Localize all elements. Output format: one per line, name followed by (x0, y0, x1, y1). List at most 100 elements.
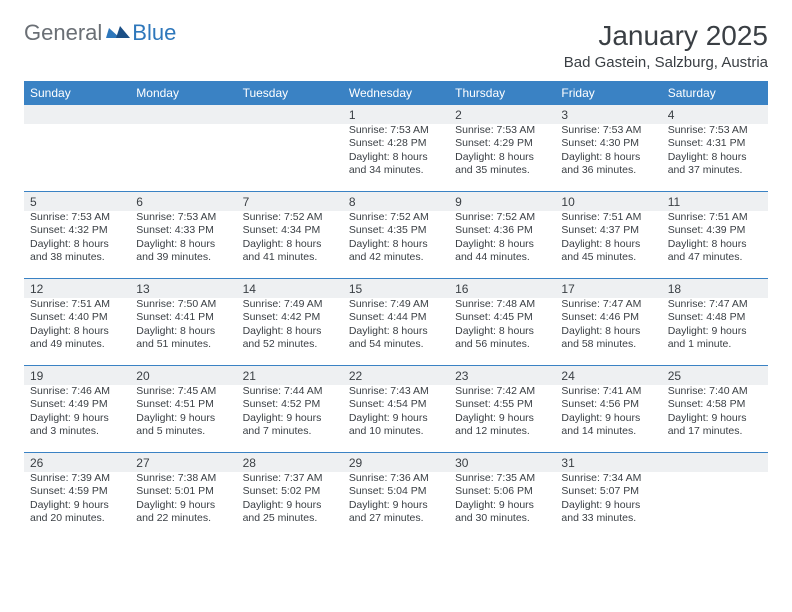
day-number (237, 105, 343, 124)
calendar-day-cell: 12Sunrise: 7:51 AMSunset: 4:40 PMDayligh… (24, 279, 130, 366)
month-title: January 2025 (564, 20, 768, 52)
calendar-day-cell: 7Sunrise: 7:52 AMSunset: 4:34 PMDaylight… (237, 192, 343, 279)
calendar-day-cell: 3Sunrise: 7:53 AMSunset: 4:30 PMDaylight… (555, 105, 661, 192)
day-number: 7 (237, 192, 343, 211)
day-details: Sunrise: 7:47 AMSunset: 4:46 PMDaylight:… (555, 298, 661, 356)
sunset-text: Sunset: 4:34 PM (243, 224, 337, 237)
daylight-text: Daylight: 9 hours and 10 minutes. (349, 412, 443, 439)
calendar-day-cell: 25Sunrise: 7:40 AMSunset: 4:58 PMDayligh… (662, 366, 768, 453)
day-details: Sunrise: 7:39 AMSunset: 4:59 PMDaylight:… (24, 472, 130, 530)
title-block: January 2025 Bad Gastein, Salzburg, Aust… (564, 20, 768, 71)
day-number: 3 (555, 105, 661, 124)
daylight-text: Daylight: 9 hours and 7 minutes. (243, 412, 337, 439)
day-details: Sunrise: 7:51 AMSunset: 4:37 PMDaylight:… (555, 211, 661, 269)
sunset-text: Sunset: 4:30 PM (561, 137, 655, 150)
sunset-text: Sunset: 4:46 PM (561, 311, 655, 324)
day-number: 17 (555, 279, 661, 298)
day-number: 25 (662, 366, 768, 385)
calendar-day-cell: 17Sunrise: 7:47 AMSunset: 4:46 PMDayligh… (555, 279, 661, 366)
calendar-week-row: 12Sunrise: 7:51 AMSunset: 4:40 PM Dayligh… (24, 279, 768, 366)
sunrise-text: Sunrise: 7:34 AM (561, 472, 655, 485)
day-details: Sunrise: 7:46 AMSunset: 4:49 PMDaylight:… (24, 385, 130, 443)
day-number: 16 (449, 279, 555, 298)
sunrise-text: Sunrise: 7:51 AM (668, 211, 762, 224)
day-number: 1 (343, 105, 449, 124)
sunrise-text: Sunrise: 7:51 AM (30, 298, 124, 311)
day-number (24, 105, 130, 124)
weekday-header: Friday (555, 81, 661, 105)
calendar-week-row: 26Sunrise: 7:39 AMSunset: 4:59 PMDayligh… (24, 453, 768, 540)
daylight-text: Daylight: 9 hours and 14 minutes. (561, 412, 655, 439)
day-number: 20 (130, 366, 236, 385)
daylight-text: Daylight: 8 hours and 47 minutes. (668, 238, 762, 265)
weekday-header: Thursday (449, 81, 555, 105)
day-details: Sunrise: 7:36 AMSunset: 5:04 PMDaylight:… (343, 472, 449, 530)
logo-mark-icon (106, 20, 132, 46)
calendar-day-cell: 29Sunrise: 7:36 AMSunset: 5:04 PMDayligh… (343, 453, 449, 540)
calendar-day-cell (130, 105, 236, 192)
calendar-day-cell: 23Sunrise: 7:42 AMSunset: 4:55 PMDayligh… (449, 366, 555, 453)
daylight-text: Daylight: 9 hours and 17 minutes. (668, 412, 762, 439)
day-details: Sunrise: 7:53 AMSunset: 4:31 PMDaylight:… (662, 124, 768, 182)
sunset-text: Sunset: 4:52 PM (243, 398, 337, 411)
sunrise-text: Sunrise: 7:36 AM (349, 472, 443, 485)
daylight-text: Daylight: 8 hours and 38 minutes. (30, 238, 124, 265)
calendar-table: SundayMondayTuesdayWednesdayThursdayFrid… (24, 81, 768, 539)
sunset-text: Sunset: 4:51 PM (136, 398, 230, 411)
day-details (237, 124, 343, 128)
day-details (662, 472, 768, 476)
sunset-text: Sunset: 4:58 PM (668, 398, 762, 411)
day-details: Sunrise: 7:35 AMSunset: 5:06 PMDaylight:… (449, 472, 555, 530)
sunrise-text: Sunrise: 7:43 AM (349, 385, 443, 398)
day-number: 14 (237, 279, 343, 298)
day-details: Sunrise: 7:51 AMSunset: 4:39 PMDaylight:… (662, 211, 768, 269)
calendar-day-cell: 2Sunrise: 7:53 AMSunset: 4:29 PMDaylight… (449, 105, 555, 192)
sunset-text: Sunset: 4:32 PM (30, 224, 124, 237)
sunrise-text: Sunrise: 7:52 AM (455, 211, 549, 224)
calendar-day-cell (237, 105, 343, 192)
day-number (130, 105, 236, 124)
sunset-text: Sunset: 4:49 PM (30, 398, 124, 411)
logo-text-blue: Blue (132, 20, 176, 46)
sunset-text: Sunset: 4:35 PM (349, 224, 443, 237)
sunrise-text: Sunrise: 7:47 AM (561, 298, 655, 311)
sunset-text: Sunset: 4:45 PM (455, 311, 549, 324)
daylight-text: Daylight: 8 hours and 45 minutes. (561, 238, 655, 265)
day-number: 2 (449, 105, 555, 124)
sunset-text: Sunset: 4:44 PM (349, 311, 443, 324)
sunset-text: Sunset: 5:01 PM (136, 485, 230, 498)
calendar-day-cell: 8Sunrise: 7:52 AMSunset: 4:35 PMDaylight… (343, 192, 449, 279)
weekday-header: Monday (130, 81, 236, 105)
calendar-day-cell: 26Sunrise: 7:39 AMSunset: 4:59 PMDayligh… (24, 453, 130, 540)
day-details: Sunrise: 7:43 AMSunset: 4:54 PMDaylight:… (343, 385, 449, 443)
logo-text-general: General (24, 20, 102, 46)
calendar-week-row: 19Sunrise: 7:46 AMSunset: 4:49 PMDayligh… (24, 366, 768, 453)
sunset-text: Sunset: 5:06 PM (455, 485, 549, 498)
sunset-text: Sunset: 4:31 PM (668, 137, 762, 150)
sunset-text: Sunset: 4:29 PM (455, 137, 549, 150)
day-number: 12 (24, 279, 130, 298)
sunrise-text: Sunrise: 7:46 AM (30, 385, 124, 398)
sunrise-text: Sunrise: 7:50 AM (136, 298, 230, 311)
sunset-text: Sunset: 4:55 PM (455, 398, 549, 411)
day-number: 24 (555, 366, 661, 385)
calendar-body: 1Sunrise: 7:53 AMSunset: 4:28 PMDaylight… (24, 105, 768, 539)
sunset-text: Sunset: 4:54 PM (349, 398, 443, 411)
day-number: 21 (237, 366, 343, 385)
day-number: 23 (449, 366, 555, 385)
daylight-text: Daylight: 8 hours and 51 minutes. (136, 325, 230, 352)
weekday-header: Saturday (662, 81, 768, 105)
daylight-text: Daylight: 9 hours and 12 minutes. (455, 412, 549, 439)
sunrise-text: Sunrise: 7:51 AM (561, 211, 655, 224)
calendar-week-row: 5Sunrise: 7:53 AMSunset: 4:32 PMDaylight… (24, 192, 768, 279)
sunrise-text: Sunrise: 7:47 AM (668, 298, 762, 311)
day-number: 22 (343, 366, 449, 385)
sunset-text: Sunset: 4:40 PM (30, 311, 124, 324)
calendar-day-cell: 24Sunrise: 7:41 AMSunset: 4:56 PMDayligh… (555, 366, 661, 453)
calendar-day-cell: 10Sunrise: 7:51 AMSunset: 4:37 PMDayligh… (555, 192, 661, 279)
daylight-text: Daylight: 8 hours and 52 minutes. (243, 325, 337, 352)
daylight-text: Daylight: 8 hours and 41 minutes. (243, 238, 337, 265)
day-number: 26 (24, 453, 130, 472)
daylight-text: Daylight: 8 hours and 39 minutes. (136, 238, 230, 265)
sunset-text: Sunset: 4:36 PM (455, 224, 549, 237)
